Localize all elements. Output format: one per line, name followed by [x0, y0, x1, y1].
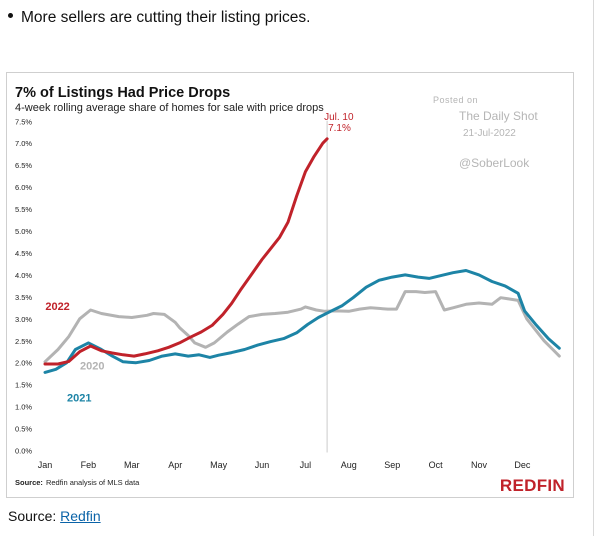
y-tick-7-5: 7.5% [15, 117, 32, 126]
y-tick-3-0: 3.0% [15, 315, 32, 324]
series-layer [43, 137, 561, 374]
chart-frame: 7% of Listings Had Price Drops 4-week ro… [6, 72, 574, 498]
series-line-2020 [43, 290, 561, 364]
y-tick-0-0: 0.0% [15, 447, 32, 456]
y-tick-3-5: 3.5% [15, 293, 32, 302]
y-tick-2-0: 2.0% [15, 359, 32, 368]
series-line-2021 [43, 269, 561, 374]
series-label-2020: 2020 [80, 360, 104, 372]
y-tick-0-5: 0.5% [15, 425, 32, 434]
series-label-2021: 2021 [67, 392, 91, 404]
chart-title: 7% of Listings Had Price Drops [15, 85, 230, 101]
x-tick-feb: Feb [81, 460, 97, 470]
chart-subtitle: 4-week rolling average share of homes fo… [15, 102, 324, 114]
y-tick-1-5: 1.5% [15, 381, 32, 390]
x-tick-aug: Aug [341, 460, 357, 470]
headline-text: More sellers are cutting their listing p… [21, 9, 311, 26]
y-tick-2-5: 2.5% [15, 337, 32, 346]
annotation-date: Jul. 10 [324, 112, 354, 123]
watermark-posted-on: Posted on [433, 95, 478, 105]
chart: 7% of Listings Had Price Drops 4-week ro… [15, 85, 565, 495]
y-tick-1-0: 1.0% [15, 403, 32, 412]
bullet-icon [8, 13, 13, 19]
y-tick-5-0: 5.0% [15, 227, 32, 236]
annotation-value: 7.1% [328, 123, 351, 134]
chart-source-label: Source: [15, 478, 43, 487]
x-tick-apr: Apr [168, 460, 182, 470]
watermark-publication: The Daily Shot [459, 109, 538, 123]
x-tick-jul: Jul [300, 460, 312, 470]
page-divider [593, 0, 594, 536]
x-axis-ticks: Jan Feb Mar Apr May Jun Jul Aug Sep Oct Nov Dec [38, 460, 531, 470]
y-tick-6-0: 6.0% [15, 183, 32, 192]
chart-source-text: Redfin analysis of MLS data [46, 478, 140, 487]
source-label: Source: [8, 508, 57, 524]
y-tick-4-0: 4.0% [15, 271, 32, 280]
x-tick-may: May [210, 460, 228, 470]
series-label-2022: 2022 [45, 301, 69, 313]
watermark-date: 21-Jul-2022 [463, 128, 516, 139]
watermark-handle: @SoberLook [459, 156, 530, 170]
y-tick-5-5: 5.5% [15, 205, 32, 214]
series-line-2022 [43, 137, 329, 366]
source-line: Source: Redfin [8, 508, 101, 524]
y-tick-4-5: 4.5% [15, 249, 32, 258]
x-tick-jan: Jan [38, 460, 53, 470]
x-tick-jun: Jun [255, 460, 270, 470]
x-tick-sep: Sep [384, 460, 400, 470]
source-link[interactable]: Redfin [60, 508, 101, 524]
chart-source: Source: Redfin analysis of MLS data [15, 478, 140, 487]
x-tick-nov: Nov [471, 460, 488, 470]
y-tick-7-0: 7.0% [15, 139, 32, 148]
x-tick-dec: Dec [514, 460, 531, 470]
headline: More sellers are cutting their listing p… [8, 9, 310, 27]
x-tick-oct: Oct [429, 460, 444, 470]
x-tick-mar: Mar [124, 460, 140, 470]
y-tick-6-5: 6.5% [15, 161, 32, 170]
y-axis-ticks: 0.0% 0.5% 1.0% 1.5% 2.0% 2.5% 3.0% 3.5% 4.0% 4.5%… [15, 117, 32, 455]
redfin-logo: REDFIN [500, 476, 565, 495]
